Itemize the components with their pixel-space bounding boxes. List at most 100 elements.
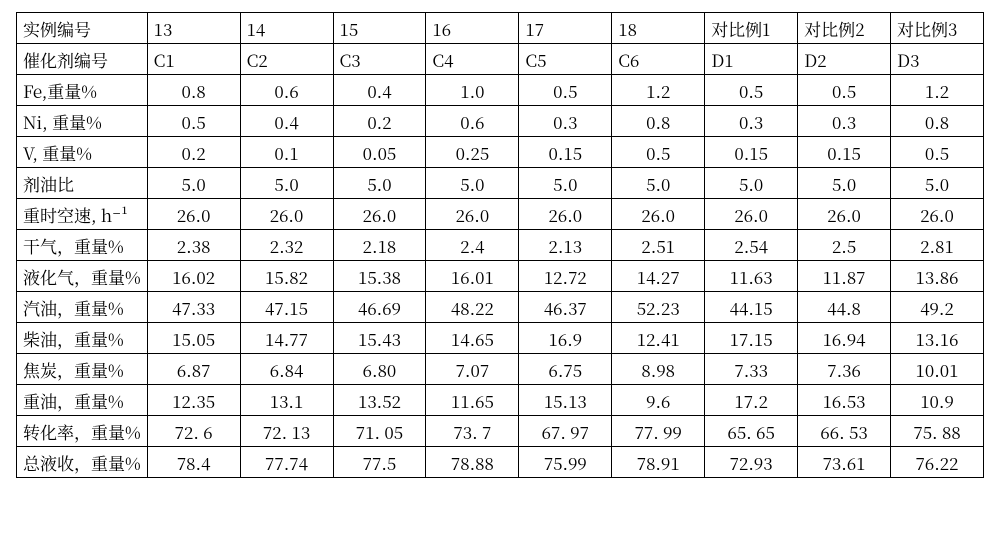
cell: C6: [612, 44, 705, 75]
cell: 0.6: [426, 106, 519, 137]
cell: 0.5: [147, 106, 240, 137]
cell: 78.91: [612, 447, 705, 478]
cell: 14: [240, 13, 333, 44]
cell: 5.0: [705, 168, 798, 199]
cell: 15.13: [519, 385, 612, 416]
row-label: Ni, 重量%: [17, 106, 148, 137]
cell: 5.0: [240, 168, 333, 199]
cell: 14.27: [612, 261, 705, 292]
cell: 12.35: [147, 385, 240, 416]
cell: 0.15: [705, 137, 798, 168]
cell: 0.1: [240, 137, 333, 168]
row-label: 重时空速, h⁻¹: [17, 199, 148, 230]
cell: 16.01: [426, 261, 519, 292]
cell: C3: [333, 44, 426, 75]
cell: 5.0: [519, 168, 612, 199]
cell: 26.0: [147, 199, 240, 230]
cell: 78.4: [147, 447, 240, 478]
cell: 13.16: [891, 323, 984, 354]
cell: 0.2: [147, 137, 240, 168]
cell: 5.0: [147, 168, 240, 199]
cell: 75. 88: [891, 416, 984, 447]
cell: 26.0: [798, 199, 891, 230]
cell: 78.88: [426, 447, 519, 478]
cell: 对比例1: [705, 13, 798, 44]
cell: C4: [426, 44, 519, 75]
cell: 0.4: [333, 75, 426, 106]
cell: 0.15: [519, 137, 612, 168]
cell: 5.0: [612, 168, 705, 199]
cell: 0.3: [705, 106, 798, 137]
cell: D2: [798, 44, 891, 75]
cell: 52.23: [612, 292, 705, 323]
cell: 0.5: [705, 75, 798, 106]
cell: 5.0: [798, 168, 891, 199]
cell: 48.22: [426, 292, 519, 323]
row-label: 重油，重量%: [17, 385, 148, 416]
cell: 71. 05: [333, 416, 426, 447]
cell: 对比例2: [798, 13, 891, 44]
cell: C5: [519, 44, 612, 75]
cell: 7.33: [705, 354, 798, 385]
cell: 26.0: [240, 199, 333, 230]
cell: 46.37: [519, 292, 612, 323]
cell: 11.63: [705, 261, 798, 292]
cell: 15.82: [240, 261, 333, 292]
cell: 0.8: [612, 106, 705, 137]
cell: 5.0: [891, 168, 984, 199]
cell: 17.2: [705, 385, 798, 416]
cell: 0.3: [798, 106, 891, 137]
cell: 6.87: [147, 354, 240, 385]
cell: 13: [147, 13, 240, 44]
cell: 77. 99: [612, 416, 705, 447]
cell: C1: [147, 44, 240, 75]
cell: 13.86: [891, 261, 984, 292]
row-label: 柴油，重量%: [17, 323, 148, 354]
cell: 0.15: [798, 137, 891, 168]
cell: 11.65: [426, 385, 519, 416]
cell: 77.74: [240, 447, 333, 478]
table-row: 重时空速, h⁻¹26.026.026.026.026.026.026.026.…: [17, 199, 984, 230]
table-row: 总液收，重量%78.477.7477.578.8875.9978.9172.93…: [17, 447, 984, 478]
cell: 12.72: [519, 261, 612, 292]
table-row: 液化气，重量%16.0215.8215.3816.0112.7214.2711.…: [17, 261, 984, 292]
cell: 7.07: [426, 354, 519, 385]
cell: 76.22: [891, 447, 984, 478]
cell: 17.15: [705, 323, 798, 354]
cell: 72.93: [705, 447, 798, 478]
cell: 0.05: [333, 137, 426, 168]
cell: 6.80: [333, 354, 426, 385]
cell: D3: [891, 44, 984, 75]
cell: 11.87: [798, 261, 891, 292]
cell: 44.8: [798, 292, 891, 323]
cell: 2.54: [705, 230, 798, 261]
cell: 16.53: [798, 385, 891, 416]
cell: 0.25: [426, 137, 519, 168]
cell: 0.6: [240, 75, 333, 106]
row-label: 焦炭，重量%: [17, 354, 148, 385]
cell: 15.38: [333, 261, 426, 292]
cell: 16: [426, 13, 519, 44]
cell: 0.2: [333, 106, 426, 137]
cell: 47.15: [240, 292, 333, 323]
table-row: 柴油，重量%15.0514.7715.4314.6516.912.4117.15…: [17, 323, 984, 354]
cell: 13.52: [333, 385, 426, 416]
cell: 72. 13: [240, 416, 333, 447]
cell: 13.1: [240, 385, 333, 416]
row-label: V, 重量%: [17, 137, 148, 168]
row-label: 剂油比: [17, 168, 148, 199]
cell: 65. 65: [705, 416, 798, 447]
cell: 16.02: [147, 261, 240, 292]
cell: 73.61: [798, 447, 891, 478]
cell: 0.5: [519, 75, 612, 106]
cell: 26.0: [891, 199, 984, 230]
cell: 2.32: [240, 230, 333, 261]
table-row: 剂油比5.05.05.05.05.05.05.05.05.0: [17, 168, 984, 199]
table-row: 实例编号131415161718对比例1对比例2对比例3: [17, 13, 984, 44]
cell: 15.43: [333, 323, 426, 354]
cell: 对比例3: [891, 13, 984, 44]
cell: 47.33: [147, 292, 240, 323]
cell: 6.75: [519, 354, 612, 385]
table-row: 汽油，重量%47.3347.1546.6948.2246.3752.2344.1…: [17, 292, 984, 323]
cell: 66. 53: [798, 416, 891, 447]
